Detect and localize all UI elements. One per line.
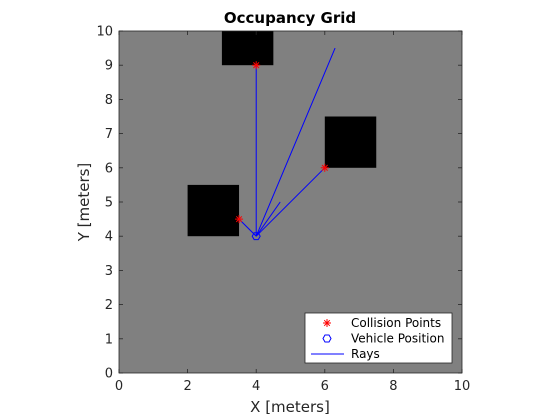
legend-marker-collision-points	[323, 319, 331, 327]
y-tick-label: 7	[105, 127, 113, 142]
y-tick-label: 8	[105, 93, 113, 108]
legend-label: Vehicle Position	[351, 332, 444, 346]
x-axis-label: X [meters]	[250, 398, 330, 416]
y-axis: 0 1 2 3 4 5 6 7 8 9 10	[96, 25, 462, 382]
y-tick-label: 3	[105, 264, 113, 279]
x-tick-label: 10	[454, 379, 471, 394]
legend-marker-vehicle-position	[322, 334, 332, 343]
ray-2	[255, 47, 336, 237]
x-tick-label: 8	[389, 379, 397, 394]
collision-point-1	[252, 61, 261, 70]
legend-label: Rays	[351, 347, 380, 361]
y-tick-label: 9	[105, 59, 113, 74]
obstacle-3	[187, 184, 240, 237]
x-tick-label: 0	[115, 379, 123, 394]
y-tick-label: 2	[105, 298, 113, 313]
chart-title: Occupancy Grid	[224, 9, 356, 27]
y-tick-label: 10	[96, 25, 113, 40]
ray-5	[255, 201, 281, 237]
obstacle-1	[221, 31, 274, 66]
vehicle-position-marker	[251, 232, 261, 241]
x-tick-label: 4	[252, 379, 260, 394]
ray-3	[255, 167, 326, 237]
y-tick-label: 5	[105, 196, 113, 211]
plot-area	[118, 30, 463, 374]
collision-point-2	[320, 163, 329, 172]
y-tick-label: 1	[105, 332, 113, 347]
legend-label: Collision Points	[351, 316, 441, 330]
y-tick-label: 4	[105, 230, 113, 245]
x-tick-label: 6	[321, 379, 329, 394]
y-tick-label: 0	[105, 367, 113, 382]
legend-box	[304, 312, 453, 364]
x-tick-label: 2	[183, 379, 191, 394]
y-tick-label: 6	[105, 161, 113, 176]
y-axis-label: Y [meters]	[75, 163, 93, 243]
obstacle-2	[324, 116, 377, 168]
x-axis: 0 2 4 6 8 10	[115, 31, 470, 394]
collision-point-3	[235, 215, 244, 224]
